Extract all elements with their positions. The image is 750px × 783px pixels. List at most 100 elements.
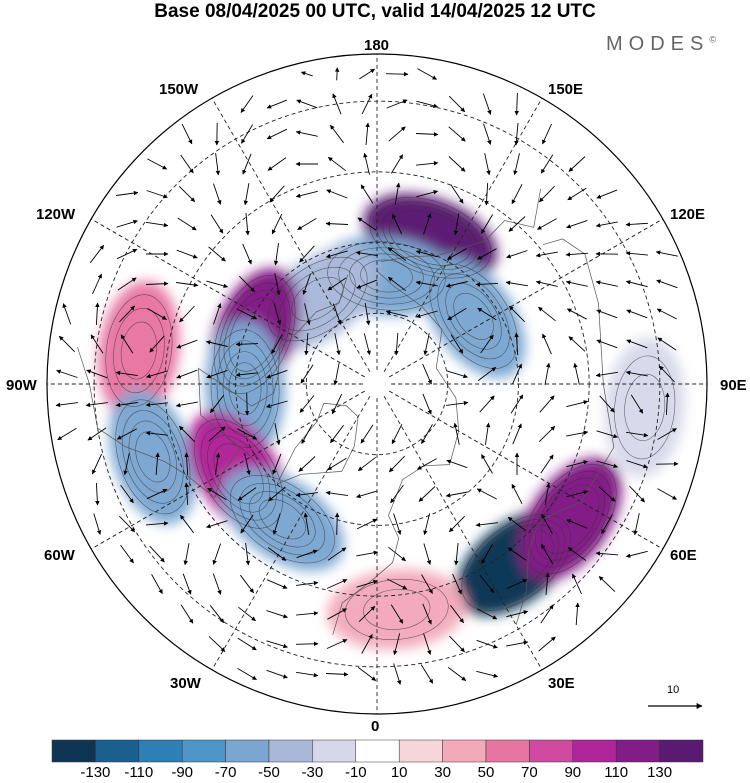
wind-arrow [149,545,165,563]
wind-arrow [538,636,556,652]
wind-arrow [386,578,408,590]
wind-arrow [601,514,613,534]
wind-arrow [566,490,589,498]
wind-arrow [387,276,406,292]
anomaly-contour [614,355,676,460]
wind-arrow [538,425,556,443]
wind-arrow [240,574,254,594]
wind-arrow [356,550,379,557]
wind-arrow [356,518,378,530]
colorbar-tick-label: 50 [477,764,495,781]
wind-arrow [453,422,460,445]
wind-arrow [540,154,554,174]
wind-arrow [566,308,587,320]
wind-arrow [271,213,283,235]
wind-arrow [206,520,228,529]
wind-arrow [508,305,526,323]
wind-arrow [393,513,402,535]
wind-arrow [566,460,589,468]
anomaly-contour [429,263,518,369]
wind-arrow [146,190,168,199]
wind-arrow [542,333,552,355]
wind-arrow [212,543,222,565]
wind-arrow [245,543,251,566]
wind-arrow [450,334,464,354]
anomaly-contour [228,297,281,372]
meridian-line [389,390,664,550]
wind-arrow [595,280,618,287]
wind-arrow [177,217,197,231]
colorbar-segment [398,739,443,763]
wind-arrow [448,515,466,533]
wind-arrow [445,491,468,498]
wind-vectors [55,67,679,685]
wind-arrow [514,92,519,116]
anomaly-contour [120,321,157,380]
wind-arrow [295,492,318,498]
wind-arrow [302,273,312,295]
wind-arrow [151,574,163,594]
wind-arrow [390,484,404,504]
wind-arrow [213,303,222,325]
wind-arrow [271,334,283,354]
wind-arrow [416,100,439,108]
anomaly-contour [115,399,191,515]
wind-arrow [507,516,527,532]
wind-arrow [484,422,491,445]
wind-arrow [544,362,551,385]
wind-arrow [423,333,430,356]
wind-arrow [512,423,522,445]
brand-name: MODES [606,33,710,55]
wind-arrow [596,430,618,439]
wind-arrow [629,485,645,503]
wind-arrow [296,580,319,586]
meridian-line [383,97,543,372]
wind-arrow [506,579,528,589]
anomaly-contour [216,340,274,437]
wind-arrow [625,280,648,288]
vector-reference-label: 10 [667,684,680,696]
polar-cap [332,339,422,429]
wind-arrow [95,302,100,326]
colorbar-segment [572,739,617,763]
wind-arrow [238,606,256,622]
wind-arrow [273,243,279,266]
wind-arrow [175,401,198,408]
wind-arrow [447,307,467,321]
wind-arrow [237,637,257,651]
wind-arrow [415,310,438,319]
wind-arrow [327,277,347,291]
anomaly-contour [200,427,277,521]
wind-arrow [388,455,406,473]
colorbar-tick-label: 30 [434,764,451,781]
wind-arrow [209,605,225,624]
lon-label-30w: 30W [170,675,201,692]
wind-arrow [326,189,348,199]
wind-arrow [235,372,258,377]
wind-arrow [273,303,282,326]
colorbar-tick-label: 130 [647,764,673,781]
wind-arrow [598,486,616,502]
wind-arrow [299,245,315,263]
wind-arrow [475,522,498,528]
wind-arrow [512,363,522,385]
wind-arrow [477,248,497,260]
wind-arrow [363,333,371,356]
colorbar-segment [138,739,183,763]
wind-arrow [268,486,286,502]
wind-arrow [506,610,529,618]
wind-arrow [418,486,436,502]
wind-arrow [332,93,342,115]
wind-arrow [334,333,341,356]
wind-arrow [359,68,375,80]
wind-arrow [332,303,342,325]
wind-arrow [296,99,318,109]
wind-arrow [507,547,527,561]
wind-arrow [333,363,340,386]
colorbar-segment [181,739,226,763]
wind-arrow [480,334,494,354]
wind-arrow [514,122,519,146]
anomaly-contour [291,276,344,322]
wind-arrow [115,370,138,377]
wind-arrow [357,217,377,231]
